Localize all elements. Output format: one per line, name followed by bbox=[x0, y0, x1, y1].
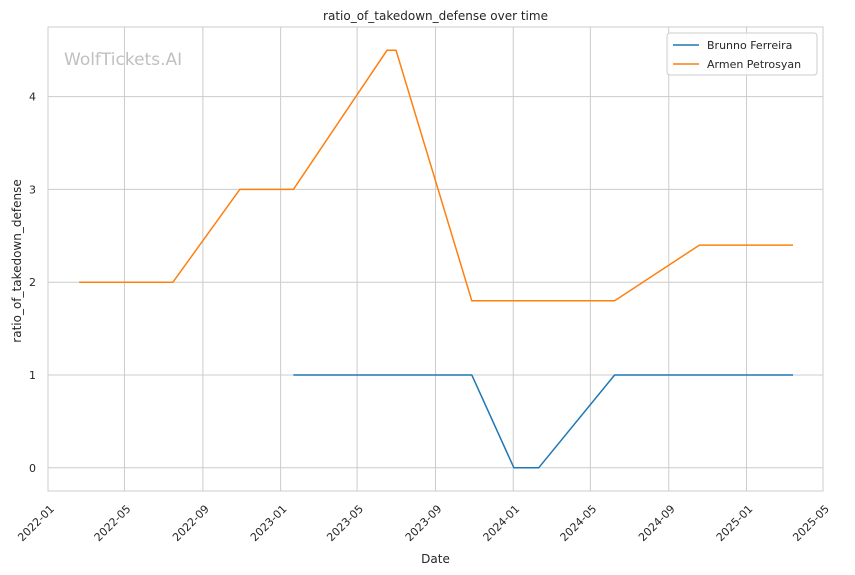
y-tick-label: 1 bbox=[29, 369, 36, 382]
y-tick-label: 2 bbox=[29, 276, 36, 289]
legend-box bbox=[666, 32, 818, 76]
watermark-text: WolfTickets.AI bbox=[64, 50, 182, 70]
legend-label-0: Brunno Ferreira bbox=[707, 39, 792, 52]
y-tick-label: 4 bbox=[29, 91, 36, 104]
x-axis-title: Date bbox=[421, 552, 450, 566]
chart-title: ratio_of_takedown_defense over time bbox=[323, 9, 548, 23]
y-tick-label: 3 bbox=[29, 183, 36, 196]
legend-label-1: Armen Petrosyan bbox=[707, 58, 801, 71]
plot-frame bbox=[47, 26, 824, 492]
y-tick-labels: 0 1 2 3 4 bbox=[29, 91, 36, 475]
y-axis-title: ratio_of_takedown_defense bbox=[10, 179, 24, 342]
series-line-0 bbox=[293, 374, 793, 469]
legend: Brunno Ferreira Armen Petrosyan bbox=[666, 32, 818, 76]
y-tick-label: 0 bbox=[29, 462, 36, 475]
series-layer bbox=[79, 49, 793, 469]
series-line-1 bbox=[79, 49, 793, 302]
